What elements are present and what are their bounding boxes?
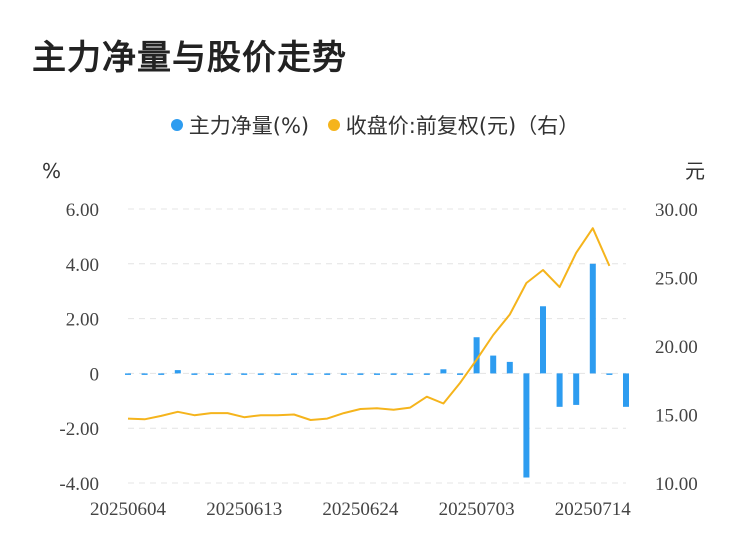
bar-series bbox=[125, 263, 629, 478]
bar bbox=[523, 373, 530, 478]
y-left-tick-label: 4.00 bbox=[66, 255, 99, 276]
bar bbox=[490, 355, 497, 374]
x-axis: 20250604 20250613 20250624 20250703 20250714 bbox=[90, 499, 631, 520]
bar bbox=[623, 373, 629, 407]
bar bbox=[407, 373, 414, 375]
y-axis-left-unit: % bbox=[42, 159, 61, 183]
legend-marker-close-price bbox=[327, 119, 340, 131]
bar bbox=[257, 373, 264, 375]
close-price-line bbox=[127, 227, 611, 421]
bar bbox=[357, 373, 364, 375]
y-left-tick-label: 0 bbox=[90, 364, 100, 385]
bar bbox=[390, 373, 397, 375]
bar bbox=[274, 373, 281, 375]
y-left-tick-label: 6.00 bbox=[66, 200, 99, 221]
y-left-tick-label: -4.00 bbox=[59, 474, 99, 495]
chart-title: 主力净量与股价走势 bbox=[32, 38, 347, 78]
bar bbox=[606, 373, 613, 375]
y-right-tick-label: 25.00 bbox=[655, 269, 698, 290]
bar bbox=[158, 373, 165, 375]
y-axis-left: 6.00 4.00 2.00 0 -2.00 -4.00 bbox=[59, 200, 99, 495]
legend-marker-net-volume bbox=[170, 119, 183, 131]
bar bbox=[324, 373, 331, 375]
x-tick-label: 20250703 bbox=[439, 499, 515, 520]
bar bbox=[374, 373, 380, 375]
y-right-tick-label: 15.00 bbox=[655, 406, 698, 427]
bar bbox=[241, 373, 248, 375]
bar bbox=[125, 373, 131, 375]
bar bbox=[224, 373, 231, 375]
chart-legend: 主力净量(%) 收盘价:前复权(元)（右） bbox=[0, 110, 750, 140]
bar bbox=[457, 373, 463, 375]
bar bbox=[540, 306, 546, 374]
bar bbox=[208, 373, 214, 375]
x-tick-label: 20250604 bbox=[90, 499, 167, 520]
bar bbox=[573, 373, 580, 405]
bar bbox=[340, 373, 347, 375]
legend-label-net-volume: 主力净量(%) bbox=[188, 114, 310, 138]
grid-lines bbox=[128, 208, 626, 484]
y-right-tick-label: 10.00 bbox=[655, 474, 698, 495]
x-tick-label: 20250624 bbox=[322, 499, 399, 520]
bar bbox=[556, 373, 563, 407]
bar bbox=[423, 373, 430, 375]
y-left-tick-label: -2.00 bbox=[59, 419, 99, 440]
bar bbox=[440, 369, 447, 374]
y-axis-right-unit: 元 bbox=[685, 159, 705, 183]
bar bbox=[174, 370, 181, 374]
y-left-tick-label: 2.00 bbox=[66, 310, 99, 331]
x-tick-label: 20250613 bbox=[206, 499, 282, 520]
line-series bbox=[127, 227, 611, 421]
legend-item-close-price[interactable]: 收盘价:前复权(元)（右） bbox=[327, 110, 580, 140]
bar bbox=[506, 361, 513, 374]
y-right-tick-label: 20.00 bbox=[655, 337, 698, 358]
y-right-tick-label: 30.00 bbox=[655, 200, 698, 221]
x-tick-label: 20250714 bbox=[555, 499, 632, 520]
bar bbox=[291, 373, 297, 375]
legend-item-net-volume[interactable]: 主力净量(%) bbox=[170, 110, 310, 140]
bar bbox=[141, 373, 148, 375]
bar bbox=[191, 373, 198, 375]
bar bbox=[589, 263, 596, 374]
y-axis-right: 30.00 25.00 20.00 15.00 10.00 bbox=[655, 200, 698, 495]
legend-label-close-price: 收盘价:前复权(元)（右） bbox=[345, 114, 580, 138]
bar bbox=[473, 337, 480, 374]
bar bbox=[307, 373, 314, 375]
